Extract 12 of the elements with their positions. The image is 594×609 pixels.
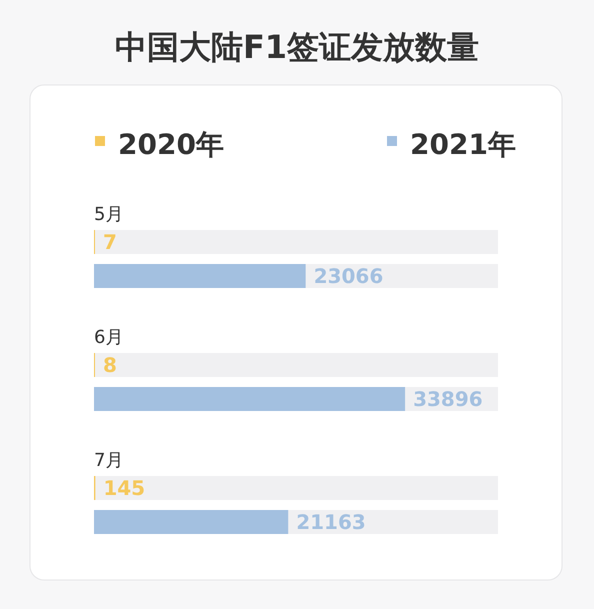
data-label: 8 [103,353,117,377]
legend-label: 2021年 [410,128,516,161]
chart-title: 中国大陆F1签证发放数量 [114,28,480,66]
y-tick-label: 7月 [94,450,124,471]
legend-label: 2020年 [118,128,224,161]
data-label: 33896 [413,387,483,411]
data-label: 145 [103,476,146,500]
data-label: 21163 [296,510,366,534]
y-tick-label: 6月 [94,327,124,348]
data-label: 23066 [314,264,384,288]
y-tick-label: 5月 [94,204,124,225]
data-label: 7 [103,230,117,254]
